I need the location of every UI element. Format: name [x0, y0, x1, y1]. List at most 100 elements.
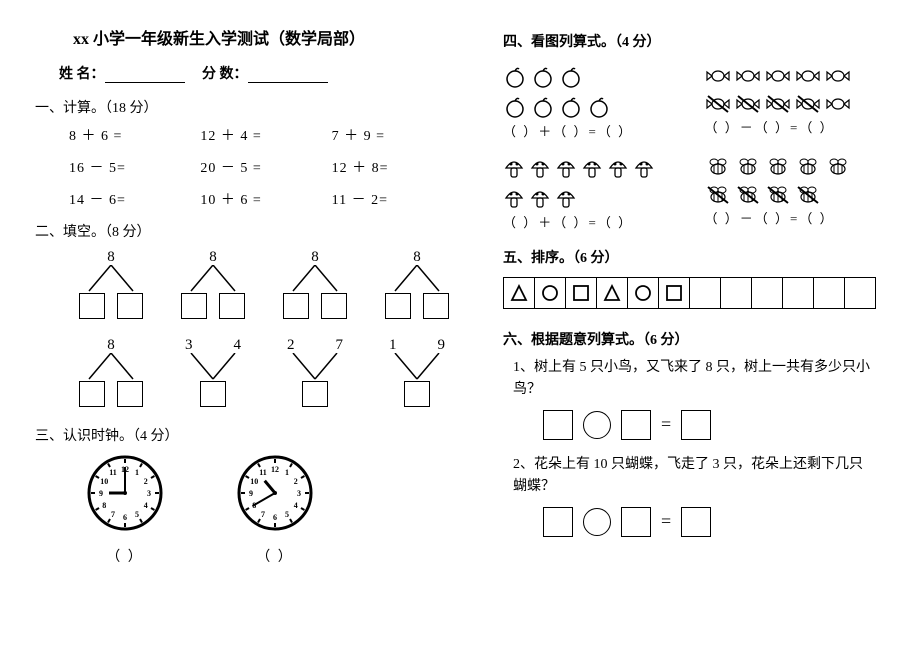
- left-column: xx 小学一年级新生入学测试（数学局部） 姓 名： 分 数： 一、计算。（18 …: [65, 25, 463, 566]
- eq-boxes-1: =: [543, 410, 876, 440]
- number-bond: 34: [167, 337, 259, 407]
- seq-cell: [690, 278, 721, 308]
- section-6-heading: 六、根据题意列算式。（6 分）: [503, 333, 689, 348]
- number-bonds-row-2: 8342719: [65, 337, 463, 407]
- mushroom-icon: [529, 186, 551, 210]
- seq-cell: [845, 278, 875, 308]
- seq-cell: [783, 278, 814, 308]
- arith-cell: 11 － 2=: [332, 189, 463, 209]
- svg-text:11: 11: [109, 468, 117, 477]
- bee-icon: [765, 184, 791, 206]
- candy-icon: [825, 65, 851, 87]
- arith-cell: 8 ＋ 6 =: [69, 125, 200, 145]
- svg-text:4: 4: [144, 501, 148, 510]
- seq-cell: [628, 278, 659, 308]
- mushroom-icon: [633, 156, 655, 180]
- candy-icon: [735, 65, 761, 87]
- section-3-heading: 三、认识时钟。（4 分）: [35, 425, 463, 445]
- svg-text:11: 11: [259, 468, 267, 477]
- svg-text:10: 10: [100, 477, 108, 486]
- candy-icon: [795, 65, 821, 87]
- candy-icon: [765, 65, 791, 87]
- mushroom-icon: [555, 156, 577, 180]
- q4-mushrooms: （ ）＋（ ）=（ ）: [503, 150, 675, 241]
- svg-text:12: 12: [271, 465, 279, 474]
- seq-cell: [504, 278, 535, 308]
- name-score-line: 姓 名： 分 数：: [59, 63, 463, 83]
- apple-icon: [503, 95, 527, 119]
- bee-icon: [795, 184, 821, 206]
- section-4-heading: 四、看图列算式。（4 分）: [503, 35, 661, 50]
- bee-icon: [735, 156, 761, 178]
- name-label: 姓 名：: [59, 67, 105, 82]
- number-bond: 8: [167, 249, 259, 319]
- candy-icon: [735, 93, 761, 115]
- svg-text:6: 6: [273, 513, 277, 522]
- seq-cell: [721, 278, 752, 308]
- seq-cell: [597, 278, 628, 308]
- clock-1-answer: （ ）: [85, 546, 165, 566]
- mushroom-icon: [529, 156, 551, 180]
- apple-icon: [559, 95, 583, 119]
- seq-cell: [814, 278, 845, 308]
- number-bond: 27: [269, 337, 361, 407]
- seq-cell: [659, 278, 690, 308]
- apple-icon: [559, 65, 583, 89]
- svg-text:10: 10: [250, 477, 258, 486]
- bee-icon: [795, 156, 821, 178]
- candy-icon: [825, 93, 851, 115]
- svg-text:2: 2: [144, 477, 148, 486]
- clocks-row: 345678910111212（ ） 345678910111212（ ）: [85, 453, 463, 566]
- svg-text:7: 7: [111, 510, 115, 519]
- svg-text:2: 2: [294, 477, 298, 486]
- q4-bee-expr: （ ）－（ ）=（ ）: [705, 208, 877, 227]
- clock-icon: 345678910111212: [235, 453, 315, 533]
- section-5-heading: 五、排序。（6 分）: [503, 251, 619, 266]
- bee-icon: [825, 156, 851, 178]
- mushroom-icon: [503, 186, 525, 210]
- arith-cell: 20 － 5 =: [200, 157, 331, 177]
- q4-apple-expr: （ ）＋（ ）=（ ）: [503, 121, 675, 140]
- svg-text:5: 5: [285, 510, 289, 519]
- q4-mush-expr: （ ）＋（ ）=（ ）: [503, 212, 675, 231]
- mushroom-icon: [503, 156, 525, 180]
- clock-2-answer: （ ）: [235, 546, 315, 566]
- svg-text:6: 6: [123, 513, 127, 522]
- mushroom-icon: [581, 156, 603, 180]
- word-problem-2: 2、花朵上有 10 只蝴蝶，飞走了 3 只，花朵上还剩下几只蝴蝶？: [513, 454, 876, 499]
- score-label: 分 数：: [202, 67, 248, 82]
- candy-icon: [765, 93, 791, 115]
- sequence-row: [503, 277, 876, 309]
- seq-cell: [566, 278, 597, 308]
- number-bond: 8: [371, 249, 463, 319]
- clock-1: 345678910111212（ ）: [85, 453, 165, 566]
- word-problem-1: 1、树上有 5 只小鸟，又飞来了 8 只，树上一共有多少只小鸟？: [513, 357, 876, 402]
- number-bonds-row-1: 8888: [65, 249, 463, 319]
- q4-candies: （ ）－（ ）=（ ）: [705, 59, 877, 150]
- bee-icon: [705, 156, 731, 178]
- svg-text:5: 5: [135, 510, 139, 519]
- apple-icon: [503, 65, 527, 89]
- arithmetic-grid: 8 ＋ 6 =12 ＋ 4 =7 ＋ 9 =16 － 5=20 － 5 =12 …: [69, 125, 463, 209]
- arith-cell: 12 ＋ 8=: [332, 157, 463, 177]
- svg-text:1: 1: [285, 468, 289, 477]
- section-1-heading: 一、计算。（18 分）: [35, 97, 463, 117]
- name-blank: [105, 68, 185, 83]
- candy-icon: [795, 93, 821, 115]
- section-2-heading: 二、填空。（8 分）: [35, 221, 463, 241]
- bee-icon: [705, 184, 731, 206]
- svg-text:3: 3: [297, 489, 301, 498]
- candy-icon: [705, 93, 731, 115]
- svg-text:4: 4: [294, 501, 298, 510]
- score-blank: [248, 68, 328, 83]
- bee-icon: [765, 156, 791, 178]
- arith-cell: 14 － 6=: [69, 189, 200, 209]
- page-title: xx 小学一年级新生入学测试（数学局部）: [73, 25, 463, 49]
- mushroom-icon: [555, 186, 577, 210]
- seq-cell: [752, 278, 783, 308]
- svg-text:1: 1: [135, 468, 139, 477]
- seq-cell: [535, 278, 566, 308]
- right-column: 四、看图列算式。（4 分） （ ）＋（ ）=（ ） （ ）－（ ）=（ ） （ …: [503, 25, 876, 566]
- number-bond: 19: [371, 337, 463, 407]
- arith-cell: 10 ＋ 6 =: [200, 189, 331, 209]
